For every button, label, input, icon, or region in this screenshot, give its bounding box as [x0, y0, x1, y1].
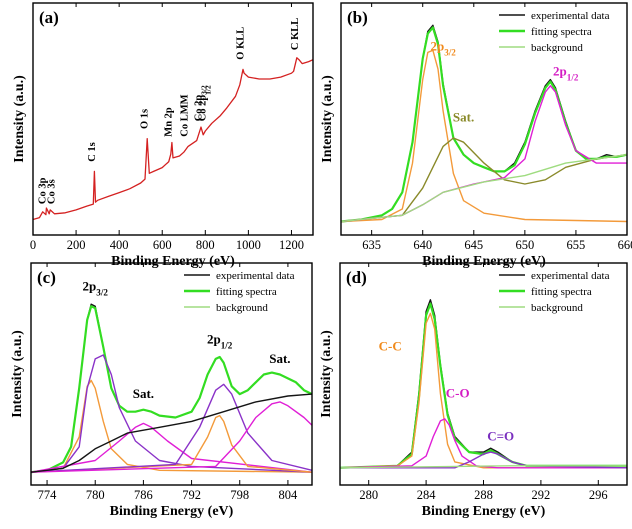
x-tick-label: 804	[279, 488, 299, 502]
x-tick-label: 655	[567, 238, 586, 252]
peak-annotation: Co 3p	[38, 177, 49, 204]
series-sat-	[340, 137, 628, 223]
series-fitting-spectra	[339, 302, 627, 469]
peak-annotation: C-O	[446, 385, 470, 400]
series-background	[30, 393, 313, 473]
peak-annotation: 2p1/2	[553, 63, 579, 82]
peak-annotation: Co 3s	[47, 179, 58, 204]
series-c-c	[339, 312, 627, 469]
x-tick-label: 650	[515, 238, 534, 252]
legend-entry: experimental data	[531, 270, 610, 282]
x-tick-label: 600	[153, 238, 172, 252]
peak-annotation: C 1s	[87, 142, 98, 162]
peak-annotation: Co 2p1/2	[197, 85, 212, 121]
peak-annotation: C=O	[487, 428, 514, 443]
series-background	[340, 154, 628, 223]
series-c-o	[339, 418, 627, 469]
legend-entry: background	[531, 302, 583, 314]
x-axis-label: Binding Energy (eV)	[111, 254, 235, 269]
x-axis-label: Binding Energy (eV)	[110, 504, 234, 519]
peak-annotation: 2p3/2	[83, 279, 109, 298]
x-tick-label: 780	[86, 488, 105, 502]
peak-annotation: Mn 2p	[163, 107, 174, 137]
x-axis-label: Binding Energy (eV)	[422, 504, 546, 519]
peak-annotation: C KLL	[290, 18, 301, 50]
legend-entry: background	[531, 42, 583, 54]
y-axis-label: Intensity (a.u.)	[320, 75, 335, 163]
x-tick-label: 280	[359, 488, 378, 502]
x-tick-label: 200	[67, 238, 86, 252]
panel-label: (b)	[347, 8, 368, 27]
peak-annotation: Sat.	[133, 386, 154, 401]
y-axis-label: Intensity (a.u.)	[10, 330, 25, 418]
panel-label: (c)	[37, 268, 56, 287]
peak-annotation: 2p1/2	[207, 331, 233, 350]
x-tick-label: 0	[30, 238, 36, 252]
legend-entry: background	[216, 302, 268, 314]
x-tick-label: 798	[230, 488, 249, 502]
x-tick-label: 774	[38, 488, 58, 502]
x-tick-label: 400	[110, 238, 129, 252]
series-experimental-data	[339, 299, 627, 469]
series-fitting-spectra	[340, 26, 628, 223]
peak-annotation: 2p3/2	[430, 38, 456, 57]
series-peak-4	[30, 383, 313, 473]
x-tick-label: 645	[464, 238, 483, 252]
y-axis-label: Intensity (a.u.)	[319, 330, 334, 418]
series-background	[339, 465, 627, 469]
series-2p3-2	[340, 49, 628, 223]
peak-annotation: O KLL	[236, 27, 247, 60]
legend-entry: fitting spectra	[531, 286, 592, 298]
x-axis-label: Binding Energy (eV)	[422, 254, 546, 269]
x-tick-label: 640	[413, 238, 432, 252]
series-experimental-data	[30, 303, 313, 473]
peak-annotation: Sat.	[269, 351, 290, 366]
series-sat-2	[30, 401, 313, 473]
x-tick-label: 296	[589, 488, 608, 502]
y-axis-label: Intensity (a.u.)	[12, 75, 27, 163]
legend-entry: experimental data	[531, 10, 610, 22]
panel-label: (d)	[346, 268, 367, 287]
x-tick-label: 800	[196, 238, 215, 252]
series-survey-spectrum	[32, 57, 314, 221]
x-tick-label: 635	[362, 238, 381, 252]
x-tick-label: 786	[134, 488, 153, 502]
series-fitting-spectra	[30, 305, 313, 474]
peak-annotation: Co 2p3/2	[193, 85, 208, 121]
series-experimental-data	[340, 24, 628, 223]
peak-annotation: C-C	[379, 339, 402, 354]
plot-frame	[30, 262, 313, 486]
x-tick-label: 288	[474, 488, 493, 502]
x-tick-label: 1200	[279, 238, 304, 252]
peak-annotation: Co LMM	[180, 94, 191, 136]
plot-frame	[340, 2, 628, 236]
series-peak-3	[30, 414, 313, 473]
panel-a: 0 200 400 600 800 1000 1200 Binding Energy (eV)…	[12, 2, 314, 269]
x-tick-label: 792	[182, 488, 201, 502]
series-2p1-2	[340, 85, 627, 223]
legend-entry: fitting spectra	[531, 26, 592, 38]
x-tick-label: 284	[417, 488, 437, 502]
peak-annotation: Sat.	[453, 109, 474, 124]
legend-entry: fitting spectra	[216, 286, 277, 298]
panel-c: 774 780 786 792 798 804 Binding Energy (eV) Int…	[10, 262, 313, 519]
x-tick-label: 660	[618, 238, 632, 252]
x-tick-label: 1000	[236, 238, 261, 252]
x-tick-label: 292	[532, 488, 551, 502]
panel-d: 280 284 288 292 296 Binding Energy (eV) Intens…	[319, 262, 628, 519]
legend-entry: experimental data	[216, 270, 295, 282]
peak-annotation: O 1s	[140, 109, 151, 129]
panel-b: 635 640 645 650 655 660 Binding Energy (eV) Int…	[320, 2, 632, 269]
series-peak-2	[30, 354, 313, 473]
plot-frame	[32, 2, 314, 236]
panel-label: (a)	[39, 8, 59, 27]
